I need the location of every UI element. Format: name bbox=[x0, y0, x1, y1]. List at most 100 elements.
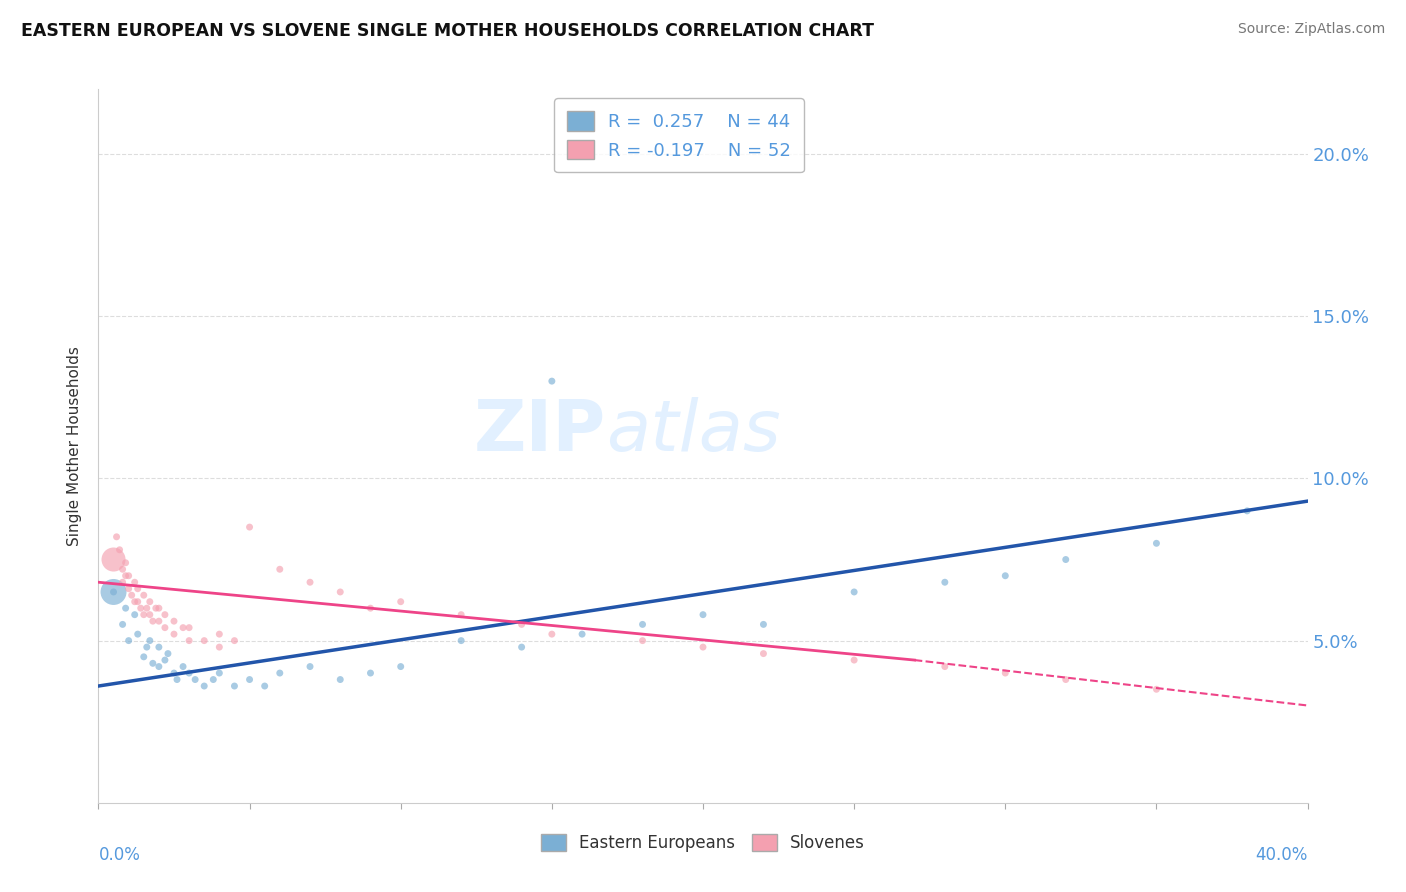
Point bbox=[139, 633, 162, 648]
Point bbox=[329, 673, 352, 687]
Point bbox=[114, 601, 136, 615]
Point bbox=[224, 679, 246, 693]
Point bbox=[692, 640, 714, 654]
Point bbox=[153, 607, 176, 622]
Point bbox=[844, 585, 866, 599]
Point bbox=[135, 640, 157, 654]
Point bbox=[111, 575, 134, 590]
Point bbox=[269, 666, 291, 681]
Point bbox=[139, 607, 162, 622]
Point bbox=[114, 568, 136, 582]
Point bbox=[127, 582, 149, 596]
Point bbox=[148, 640, 170, 654]
Point bbox=[1144, 682, 1167, 697]
Y-axis label: Single Mother Households: Single Mother Households bbox=[67, 346, 83, 546]
Point bbox=[389, 595, 412, 609]
Point bbox=[193, 679, 215, 693]
Point bbox=[299, 575, 322, 590]
Legend: Eastern Europeans, Slovenes: Eastern Europeans, Slovenes bbox=[534, 827, 872, 859]
Point bbox=[752, 617, 775, 632]
Point bbox=[132, 649, 155, 664]
Point bbox=[111, 617, 134, 632]
Point bbox=[179, 666, 201, 681]
Point bbox=[127, 595, 149, 609]
Point bbox=[193, 633, 215, 648]
Point bbox=[118, 582, 141, 596]
Point bbox=[148, 614, 170, 628]
Point bbox=[166, 673, 188, 687]
Point bbox=[124, 575, 146, 590]
Point bbox=[389, 659, 412, 673]
Point bbox=[994, 666, 1017, 681]
Point bbox=[269, 562, 291, 576]
Point bbox=[253, 679, 276, 693]
Point bbox=[135, 601, 157, 615]
Point bbox=[631, 633, 654, 648]
Point bbox=[139, 595, 162, 609]
Text: 0.0%: 0.0% bbox=[98, 846, 141, 863]
Point bbox=[994, 568, 1017, 582]
Point bbox=[239, 673, 262, 687]
Point bbox=[153, 621, 176, 635]
Point bbox=[142, 657, 165, 671]
Point bbox=[103, 585, 125, 599]
Point bbox=[163, 666, 186, 681]
Point bbox=[127, 627, 149, 641]
Point bbox=[571, 627, 593, 641]
Point bbox=[132, 607, 155, 622]
Point bbox=[208, 640, 231, 654]
Point bbox=[179, 633, 201, 648]
Point bbox=[179, 621, 201, 635]
Point bbox=[934, 659, 956, 673]
Text: ZIP: ZIP bbox=[474, 397, 606, 467]
Point bbox=[360, 601, 382, 615]
Point bbox=[108, 542, 131, 557]
Point bbox=[132, 588, 155, 602]
Point bbox=[148, 659, 170, 673]
Point bbox=[631, 617, 654, 632]
Point bbox=[752, 647, 775, 661]
Text: Source: ZipAtlas.com: Source: ZipAtlas.com bbox=[1237, 22, 1385, 37]
Point bbox=[124, 607, 146, 622]
Point bbox=[118, 633, 141, 648]
Text: atlas: atlas bbox=[606, 397, 780, 467]
Point bbox=[148, 601, 170, 615]
Point bbox=[450, 607, 472, 622]
Point bbox=[129, 601, 152, 615]
Point bbox=[1144, 536, 1167, 550]
Point bbox=[329, 585, 352, 599]
Point bbox=[163, 614, 186, 628]
Point bbox=[1054, 673, 1077, 687]
Point bbox=[145, 601, 167, 615]
Point bbox=[510, 640, 533, 654]
Point bbox=[224, 633, 246, 648]
Point bbox=[450, 633, 472, 648]
Point bbox=[208, 666, 231, 681]
Point bbox=[208, 627, 231, 641]
Point bbox=[163, 627, 186, 641]
Point bbox=[156, 647, 179, 661]
Point bbox=[510, 617, 533, 632]
Point bbox=[103, 552, 125, 566]
Point bbox=[118, 568, 141, 582]
Text: EASTERN EUROPEAN VS SLOVENE SINGLE MOTHER HOUSEHOLDS CORRELATION CHART: EASTERN EUROPEAN VS SLOVENE SINGLE MOTHE… bbox=[21, 22, 875, 40]
Point bbox=[1054, 552, 1077, 566]
Point bbox=[172, 659, 194, 673]
Point bbox=[114, 556, 136, 570]
Point bbox=[103, 585, 125, 599]
Point bbox=[142, 614, 165, 628]
Point bbox=[934, 575, 956, 590]
Point bbox=[540, 627, 562, 641]
Point bbox=[124, 595, 146, 609]
Point bbox=[121, 588, 143, 602]
Point bbox=[844, 653, 866, 667]
Point bbox=[111, 562, 134, 576]
Text: 40.0%: 40.0% bbox=[1256, 846, 1308, 863]
Point bbox=[239, 520, 262, 534]
Point bbox=[1236, 504, 1258, 518]
Point bbox=[153, 653, 176, 667]
Point bbox=[360, 666, 382, 681]
Point bbox=[202, 673, 225, 687]
Point bbox=[105, 530, 128, 544]
Point bbox=[172, 621, 194, 635]
